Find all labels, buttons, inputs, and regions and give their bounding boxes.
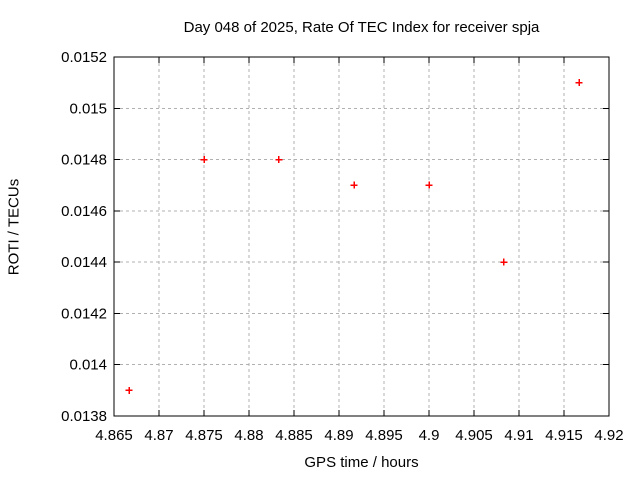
plot-border <box>113 56 610 417</box>
y-tick-label: 0.015 <box>69 100 107 117</box>
data-point-marker <box>425 181 433 189</box>
y-tick-label: 0.0152 <box>61 49 107 66</box>
y-tick-label: 0.0148 <box>61 152 107 169</box>
y-tick-label: 0.0142 <box>61 305 107 322</box>
x-tick-label: 4.915 <box>545 427 583 444</box>
x-tick-label: 4.87 <box>144 427 173 444</box>
x-tick-label: 4.885 <box>275 427 313 444</box>
x-tick-label: 4.905 <box>455 427 493 444</box>
y-tick-label: 0.0146 <box>61 203 107 220</box>
data-point-marker <box>275 156 283 164</box>
x-axis-label: GPS time / hours <box>304 454 419 471</box>
data-point-marker <box>575 79 583 87</box>
data-point-marker <box>125 386 133 394</box>
data-point-marker <box>350 181 358 189</box>
y-tick-label: 0.0138 <box>61 408 107 425</box>
x-tick-label: 4.895 <box>365 427 403 444</box>
x-tick-label: 4.865 <box>95 427 133 444</box>
data-point-marker <box>500 258 508 266</box>
y-tick-label: 0.0144 <box>61 254 107 271</box>
x-tick-label: 4.88 <box>234 427 263 444</box>
y-tick-label: 0.014 <box>69 357 107 374</box>
data-point-marker <box>200 156 208 164</box>
x-tick-label: 4.9 <box>419 427 440 444</box>
x-tick-label: 4.91 <box>504 427 533 444</box>
x-tick-label: 4.89 <box>324 427 353 444</box>
x-tick-label: 4.875 <box>185 427 223 444</box>
x-tick-label: 4.92 <box>594 427 623 444</box>
chart-title: Day 048 of 2025, Rate Of TEC Index for r… <box>183 19 540 36</box>
